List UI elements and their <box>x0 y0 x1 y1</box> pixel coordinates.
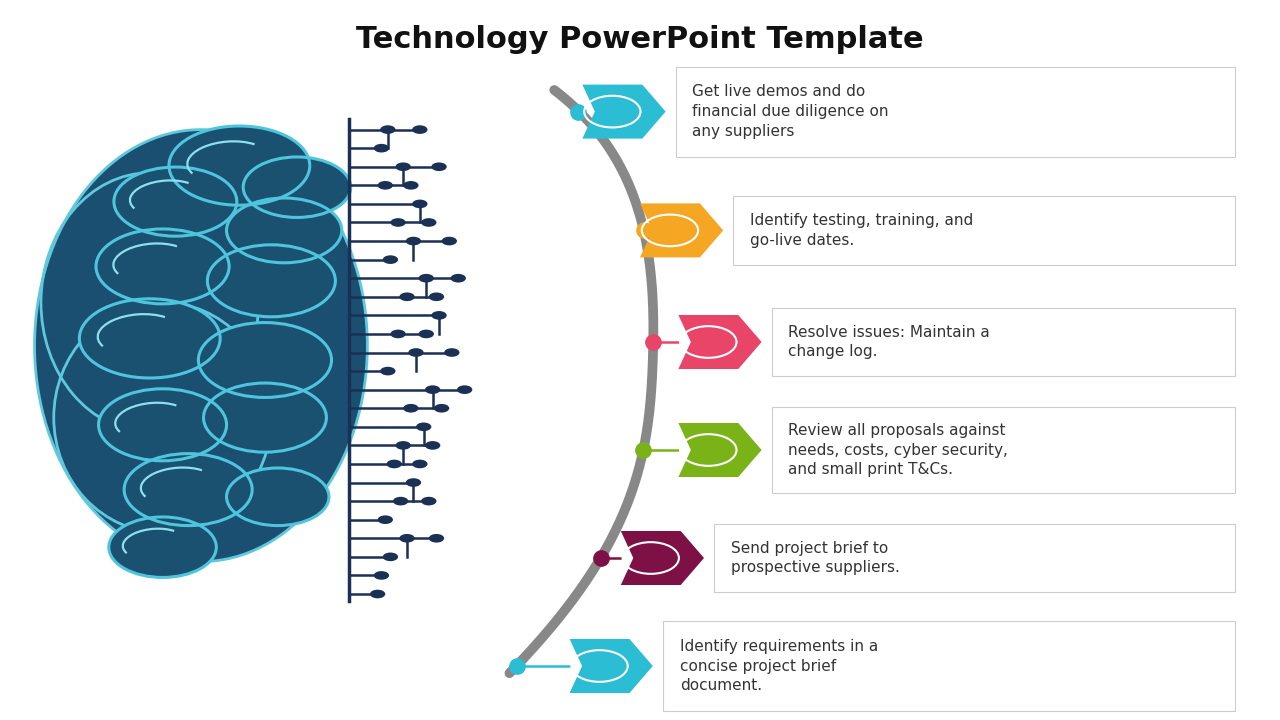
Circle shape <box>169 126 310 205</box>
Circle shape <box>243 157 351 217</box>
Polygon shape <box>621 531 704 585</box>
Circle shape <box>412 125 428 134</box>
Circle shape <box>396 163 411 171</box>
FancyBboxPatch shape <box>772 308 1235 376</box>
Text: Review all proposals against
needs, costs, cyber security,
and small print T&Cs.: Review all proposals against needs, cost… <box>788 423 1009 477</box>
Circle shape <box>429 534 444 543</box>
Circle shape <box>406 237 421 246</box>
Circle shape <box>124 454 252 526</box>
FancyBboxPatch shape <box>714 524 1235 592</box>
Polygon shape <box>640 204 723 258</box>
Circle shape <box>399 534 415 543</box>
Circle shape <box>451 274 466 282</box>
Circle shape <box>378 181 393 189</box>
Circle shape <box>370 590 385 598</box>
Circle shape <box>114 167 237 236</box>
Circle shape <box>378 516 393 524</box>
Circle shape <box>412 199 428 208</box>
Circle shape <box>374 571 389 580</box>
Circle shape <box>431 163 447 171</box>
Circle shape <box>79 299 220 378</box>
Circle shape <box>204 383 326 452</box>
Ellipse shape <box>54 302 271 533</box>
Circle shape <box>390 218 406 227</box>
Circle shape <box>421 218 436 227</box>
Circle shape <box>227 198 342 263</box>
Circle shape <box>412 459 428 468</box>
Circle shape <box>408 348 424 357</box>
Circle shape <box>393 497 408 505</box>
FancyBboxPatch shape <box>663 621 1235 711</box>
Circle shape <box>416 423 431 431</box>
Text: Get live demos and do
financial due diligence on
any suppliers: Get live demos and do financial due dili… <box>692 84 890 139</box>
FancyBboxPatch shape <box>733 197 1235 265</box>
Circle shape <box>444 348 460 357</box>
Text: Technology PowerPoint Template: Technology PowerPoint Template <box>356 25 924 54</box>
Polygon shape <box>582 85 666 139</box>
Polygon shape <box>678 315 762 369</box>
Circle shape <box>429 292 444 301</box>
Circle shape <box>387 459 402 468</box>
Circle shape <box>198 323 332 397</box>
Circle shape <box>403 181 419 189</box>
Circle shape <box>380 366 396 375</box>
Circle shape <box>383 552 398 561</box>
Circle shape <box>403 404 419 413</box>
Text: Identify requirements in a
concise project brief
document.: Identify requirements in a concise proje… <box>680 639 878 693</box>
FancyBboxPatch shape <box>676 67 1235 157</box>
Circle shape <box>109 517 216 577</box>
Circle shape <box>419 274 434 282</box>
Text: Resolve issues: Maintain a
change log.: Resolve issues: Maintain a change log. <box>788 325 991 359</box>
Polygon shape <box>570 639 653 693</box>
Circle shape <box>399 292 415 301</box>
Circle shape <box>383 256 398 264</box>
Circle shape <box>421 497 436 505</box>
Circle shape <box>431 311 447 320</box>
Circle shape <box>406 478 421 487</box>
Circle shape <box>457 385 472 394</box>
Circle shape <box>207 245 335 317</box>
Circle shape <box>227 468 329 526</box>
Ellipse shape <box>35 130 367 562</box>
Circle shape <box>425 385 440 394</box>
Circle shape <box>96 229 229 304</box>
Circle shape <box>380 125 396 134</box>
Circle shape <box>425 441 440 450</box>
Circle shape <box>99 389 227 461</box>
Text: Identify testing, training, and
go-live dates.: Identify testing, training, and go-live … <box>750 213 973 248</box>
Circle shape <box>396 441 411 450</box>
FancyBboxPatch shape <box>772 407 1235 493</box>
Circle shape <box>374 144 389 153</box>
Polygon shape <box>678 423 762 477</box>
Ellipse shape <box>41 173 259 432</box>
Circle shape <box>434 404 449 413</box>
Circle shape <box>419 330 434 338</box>
Circle shape <box>390 330 406 338</box>
Circle shape <box>442 237 457 246</box>
Text: Send project brief to
prospective suppliers.: Send project brief to prospective suppli… <box>731 541 900 575</box>
